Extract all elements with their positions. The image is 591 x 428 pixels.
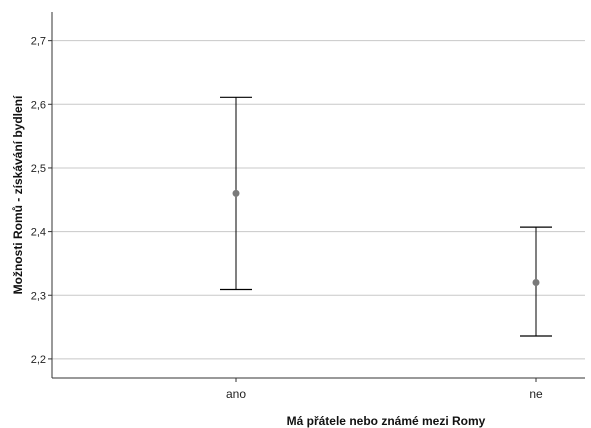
y-axis-title: Možnosti Romů - získávání bydlení [11,95,25,294]
x-axis-title: Má přátele nebo známé mezi Romy [287,414,486,428]
gridlines [52,40,585,360]
y-tick-label: 2,4 [31,227,46,239]
error-bar-ne [520,226,552,337]
x-tick-label-ano: ano [226,387,246,401]
y-tick-label: 2,3 [31,290,46,302]
error-bars [220,96,552,337]
y-tick-label: 2,5 [31,163,46,175]
mean-point [532,279,540,287]
error-bar-ano [220,96,252,291]
y-tick-labels: 2,2 2,3 2,4 2,5 2,6 2,7 [31,36,52,366]
y-tick-label: 2,2 [31,354,46,366]
mean-point [232,189,240,197]
y-tick-label: 2,7 [31,36,46,48]
x-tick-labels: ano ne [226,378,543,401]
x-tick-label-ne: ne [529,387,543,401]
y-tick-label: 2,6 [31,99,46,111]
